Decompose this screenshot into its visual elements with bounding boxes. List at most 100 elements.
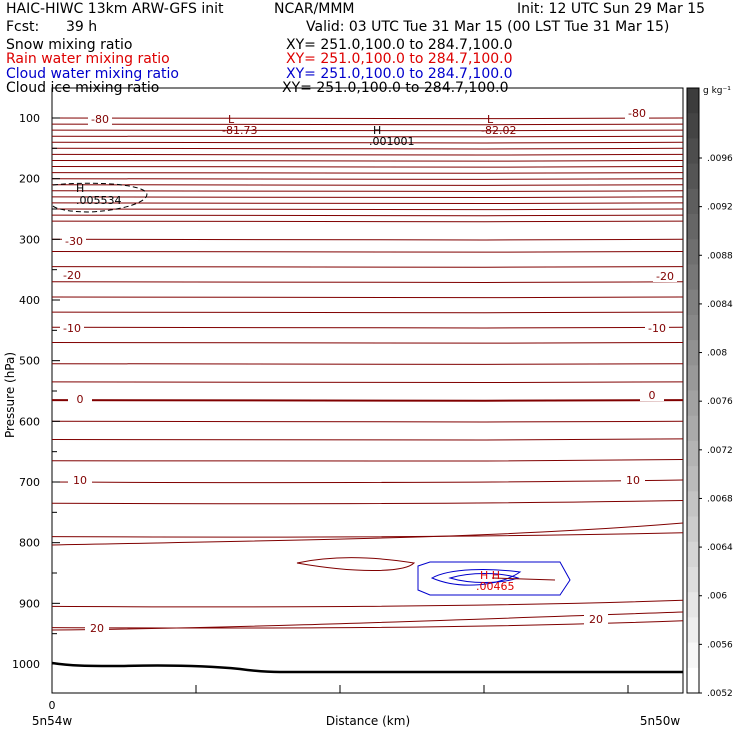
isotherm-line xyxy=(51,214,684,217)
isotherm-line xyxy=(51,266,684,268)
isotherm-label: 0 xyxy=(649,389,656,402)
field-name-snow: Snow mixing ratio xyxy=(6,37,133,53)
isotherm-line xyxy=(51,117,684,120)
terrain-line xyxy=(51,661,683,674)
colorbar-swatch xyxy=(687,491,699,517)
isotherm-line xyxy=(51,311,684,314)
isotherm-label: -80 xyxy=(91,113,109,126)
isotherm-line xyxy=(51,459,684,462)
colorbar-unit: g kg⁻¹ xyxy=(703,86,731,96)
y-tick-label: 100 xyxy=(19,112,40,125)
isotherm-label-bg xyxy=(60,323,84,334)
isotherm-line xyxy=(51,399,684,402)
colorbar-swatch xyxy=(687,642,699,669)
high-value-1: .001001 xyxy=(369,135,415,148)
isotherm-label-bg xyxy=(68,475,92,486)
low-value-1: -81.73 xyxy=(222,124,257,137)
isotherm-label-bg xyxy=(68,394,92,405)
field-name-cloud-water: Cloud water mixing ratio xyxy=(6,66,179,82)
low-marker-2: L xyxy=(487,113,494,126)
field-xy-snow: XY= 251.0,100.0 to 284.7,100.0 xyxy=(286,37,513,53)
colorbar-swatch xyxy=(687,440,699,467)
y-tick-label: 700 xyxy=(19,476,40,489)
y-tick-label: 800 xyxy=(19,537,40,550)
isotherm-line xyxy=(51,153,684,156)
isotherm-line xyxy=(51,281,684,284)
colorbar-swatch xyxy=(687,466,699,492)
field-xy-rain: XY= 251.0,100.0 to 284.7,100.0 xyxy=(286,51,513,67)
colorbar-swatch xyxy=(687,138,699,165)
isotherm-line xyxy=(51,220,684,223)
y-tick-label: 1000 xyxy=(12,658,40,671)
colorbar-swatch xyxy=(687,541,699,568)
isotherm-line xyxy=(51,381,684,384)
temperature-contours: -80 -80 -30 -20 -20 -10 -10 0 0 10 10 20 20 xyxy=(51,107,684,635)
colorbar-swatch xyxy=(687,188,699,215)
isotherm-line xyxy=(51,196,684,199)
field-name-rain: Rain water mixing ratio xyxy=(6,51,170,67)
colorbar-label: .0092 xyxy=(707,203,733,213)
colorbar-swatch xyxy=(687,617,699,644)
colorbar-swatch xyxy=(687,88,699,114)
colorbar-label: .0096 xyxy=(707,154,733,164)
isotherm-label-bg xyxy=(653,271,677,282)
colorbar-swatch xyxy=(687,163,699,190)
isotherm-label-bg xyxy=(62,236,86,247)
high-marker-1: H xyxy=(373,124,381,137)
isotherm-line xyxy=(51,522,684,546)
high-marker-2: H xyxy=(76,182,84,195)
forecast-label: Fcst: xyxy=(6,19,40,35)
isotherm-label: -80 xyxy=(628,107,646,120)
rain-contour xyxy=(491,577,556,581)
y-axis-label: Pressure (hPa) xyxy=(3,352,17,438)
init-time: Init: 12 UTC Sun 29 Mar 15 xyxy=(517,1,706,17)
colorbar-swatch xyxy=(687,340,699,366)
isotherm-label: 10 xyxy=(626,474,640,487)
isotherm-label: -30 xyxy=(65,235,83,248)
cloud-water-contour-inner xyxy=(430,569,522,586)
colorbar-swatch xyxy=(687,592,699,618)
isotherm-line xyxy=(51,342,684,344)
colorbar-label: .008 xyxy=(707,349,727,359)
colorbar: .0096 .0092 .0088 .0084 .008 .0076 .0072 .0068.… xyxy=(686,87,733,699)
isotherm-label: 10 xyxy=(73,474,87,487)
isotherm-label-bg xyxy=(645,323,669,334)
isotherm-line xyxy=(51,532,684,538)
isotherm-line xyxy=(51,129,684,132)
isotherm-line xyxy=(51,135,684,138)
isotherm-line xyxy=(51,500,684,505)
cloud-ice-contour xyxy=(296,557,416,571)
isotherm-label-bg xyxy=(621,475,645,486)
colorbar-label: .006 xyxy=(707,592,727,602)
colorbar-label: .0068 xyxy=(707,494,733,504)
cloud-water-contour-outer xyxy=(417,561,571,596)
isotherm-line xyxy=(51,479,684,484)
colorbar-swatch xyxy=(687,667,699,694)
snow-contour xyxy=(52,182,148,213)
isotherm-label: -10 xyxy=(648,322,666,335)
valid-time: Valid: 03 UTC Tue 31 Mar 15 (00 LST Tue … xyxy=(306,19,670,35)
isotherm-label: 20 xyxy=(589,613,603,626)
y-tick-label: 400 xyxy=(19,294,40,307)
y-tick-label: 200 xyxy=(19,173,40,186)
field-xy-cloud-water: XY= 251.0,100.0 to 284.7,100.0 xyxy=(286,66,513,82)
isotherm-line xyxy=(51,363,684,365)
x-end-label-right: 5n50w xyxy=(640,714,681,728)
high-value-2: .005534 xyxy=(76,194,122,207)
colorbar-swatch xyxy=(687,314,699,341)
colorbar-swatch xyxy=(687,365,699,391)
colorbar-label: .0088 xyxy=(707,251,733,261)
isotherm-line xyxy=(51,147,684,150)
isotherm-line xyxy=(51,172,684,174)
colorbar-swatch xyxy=(687,214,699,240)
colorbar-swatch xyxy=(687,239,699,265)
y-axis: 100 200 300 400 500 600 700 800 900 1000 xyxy=(12,112,60,671)
x-tick-label-0: 0 xyxy=(49,699,56,712)
isotherm-label: 20 xyxy=(90,622,104,635)
high-value-3: .00465 xyxy=(476,580,515,593)
isotherm-label-bg xyxy=(584,614,608,625)
isotherm-label-bg xyxy=(88,114,112,125)
isotherm-line xyxy=(51,190,684,193)
colorbar-label: .0072 xyxy=(707,446,733,456)
